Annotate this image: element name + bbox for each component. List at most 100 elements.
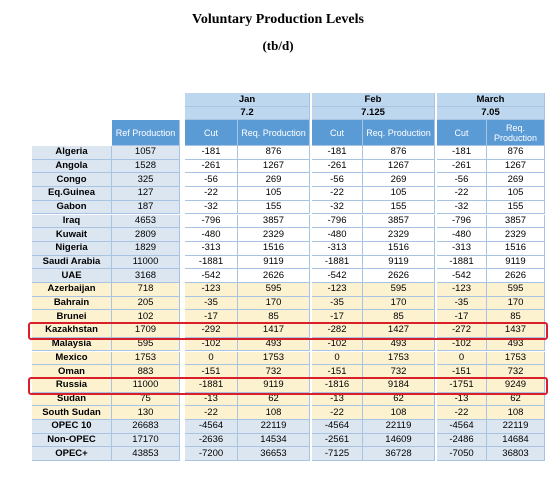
cut-header: Cut [185,120,238,146]
cut-value: -480 [312,228,363,242]
req-value: 2626 [487,269,545,283]
req-value: 1753 [487,351,545,366]
row-label: South Sudan [32,406,112,420]
req-value: 9119 [238,255,310,270]
cut-value: -1881 [437,255,487,270]
cut-value: -7050 [437,447,487,462]
cut-value: -4564 [437,420,487,434]
req-value: 1417 [238,324,310,338]
req-value: 36653 [238,447,310,462]
req-value: 876 [363,146,435,160]
row-label: OPEC 10 [32,420,112,434]
row-label: UAE [32,269,112,283]
ref-value: 595 [112,337,180,352]
req-value: 105 [487,187,545,201]
req-value: 108 [487,406,545,420]
row-label: Iraq [32,214,112,229]
row-label: Gabon [32,200,112,215]
req-value: 14684 [487,433,545,448]
req-value: 108 [363,406,435,420]
ref-value: 2809 [112,228,180,242]
ref-value: 3168 [112,269,180,283]
cut-value: -181 [437,146,487,160]
cut-value: 0 [312,351,363,366]
ref-value: 75 [112,392,180,407]
req-value: 155 [363,200,435,215]
req-value: 9184 [363,378,435,393]
row-label: Kazakhstan [32,324,112,338]
cut-value: -542 [312,269,363,283]
req-value: 22119 [363,420,435,434]
req-header: Req. Production [487,120,545,146]
ref-value: 11000 [112,378,180,393]
row-label: Azerbaijan [32,283,112,297]
ref-value: 187 [112,200,180,215]
req-value: 22119 [238,420,310,434]
cut-value: -1881 [312,255,363,270]
req-value: 1437 [487,324,545,338]
cut-value: -480 [437,228,487,242]
cut-value: -313 [437,241,487,256]
req-value: 108 [238,406,310,420]
cut-value: 0 [185,351,238,366]
title: Voluntary Production Levels [192,12,364,27]
cut-value: -22 [437,406,487,420]
req-value: 2329 [238,228,310,242]
req-value: 62 [487,392,545,407]
req-value: 1753 [363,351,435,366]
req-value: 1516 [363,241,435,256]
month-value: 7.2 [185,107,310,120]
cut-value: -56 [185,173,238,188]
req-value: 1267 [238,159,310,174]
cut-value: -56 [312,173,363,188]
highlight-box [28,377,548,395]
ref-value: 325 [112,173,180,188]
month-name: Feb [312,93,435,107]
highlight-box [28,322,548,340]
cut-value: -22 [312,187,363,201]
req-value: 62 [238,392,310,407]
req-value: 493 [363,337,435,352]
cut-value: -313 [185,241,238,256]
cut-value: -313 [312,241,363,256]
cut-value: -32 [437,200,487,215]
cut-header: Cut [312,120,363,146]
req-value: 170 [238,296,310,311]
req-value: 1516 [238,241,310,256]
row-label: Nigeria [32,241,112,256]
req-value: 155 [238,200,310,215]
cut-value: -123 [312,283,363,297]
cut-value: -1816 [312,378,363,393]
cut-value: -796 [185,214,238,229]
cut-value: -2561 [312,433,363,448]
row-label: OPEC+ [32,447,112,462]
req-value: 22119 [487,420,545,434]
req-value: 595 [487,283,545,297]
cut-value: -56 [437,173,487,188]
req-value: 595 [238,283,310,297]
req-value: 155 [487,200,545,215]
ref-value: 1753 [112,351,180,366]
req-value: 3857 [363,214,435,229]
req-value: 1267 [363,159,435,174]
subtitle: (tb/d) [262,38,294,53]
row-label: Angola [32,159,112,174]
req-value: 36803 [487,447,545,462]
req-value: 269 [238,173,310,188]
ref-value: 1829 [112,241,180,256]
cut-value: -542 [437,269,487,283]
cut-value: -102 [312,337,363,352]
cut-value: -22 [185,406,238,420]
req-value: 9119 [363,255,435,270]
cut-value: -272 [437,324,487,338]
req-value: 36728 [363,447,435,462]
cut-value: -282 [312,324,363,338]
cut-value: -35 [185,296,238,311]
cut-value: -32 [312,200,363,215]
row-label: Congo [32,173,112,188]
row-label: Bahrain [32,296,112,311]
cut-value: 0 [437,351,487,366]
ref-value: 1528 [112,159,180,174]
req-value: 269 [363,173,435,188]
